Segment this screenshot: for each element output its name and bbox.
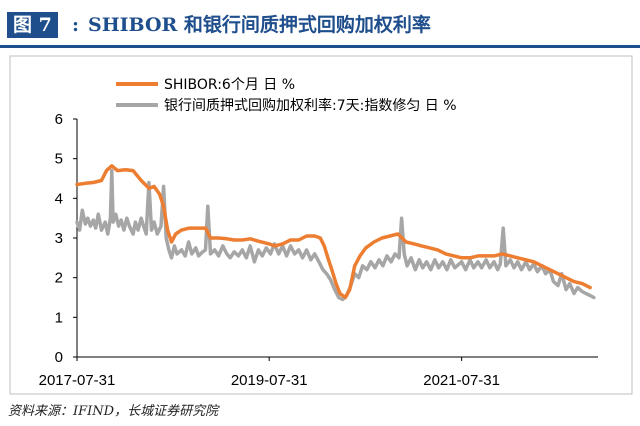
figure-title: SHIBOR 和银行间质押式回购加权利率 [88,14,431,36]
figure-colon: : [72,14,80,36]
y-tick-label-0: 0 [55,349,63,366]
tick-labels: 0 1 2 3 4 5 6 2017-07-31 2019-07-31 2021-07-31 [39,111,500,389]
series-group [75,164,596,302]
header-rule [0,45,640,48]
x-tick-label-0: 2017-07-31 [39,372,116,389]
chart: SHIBOR:6个月 日 % 银行间质押式回购加权利率:7天:指数修匀 日 % 0… [9,55,633,395]
y-tick-label-2: 2 [55,270,63,287]
figure-label: 图 7 [7,12,58,38]
series-line-0 [75,164,592,300]
x-tick-label-1: 2019-07-31 [231,372,308,389]
source-note: 资料来源：IFIND，长城证券研究院 [8,404,219,419]
legend: SHIBOR:6个月 日 % 银行间质押式回购加权利率:7天:指数修匀 日 % [116,77,457,114]
figure-header: 图 7 : SHIBOR 和银行间质押式回购加权利率 [0,0,640,48]
y-tick-label-1: 1 [55,309,63,326]
y-tick-label-3: 3 [55,230,63,247]
legend-label-1: 银行间质押式回购加权利率:7天:指数修匀 日 % [164,97,457,114]
x-tick-label-2: 2021-07-31 [423,372,500,389]
y-tick-label-4: 4 [55,190,63,207]
legend-label-0: SHIBOR:6个月 日 % [164,77,295,93]
y-tick-label-5: 5 [55,151,63,168]
y-tick-label-6: 6 [55,111,63,128]
axes [73,118,598,361]
series-line-1 [75,168,596,302]
chart-frame [9,55,633,395]
